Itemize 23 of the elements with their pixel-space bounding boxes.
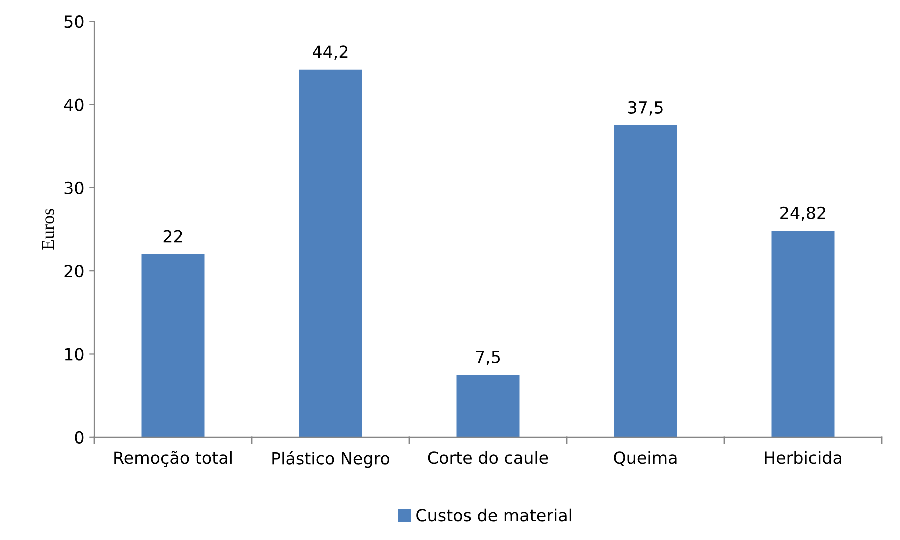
x-tick-label: Corte do caule <box>428 451 548 464</box>
x-tick-label: Plástico Negro <box>272 451 390 468</box>
data-label: 22 <box>164 230 182 243</box>
legend-label: Custos de material <box>416 508 572 522</box>
y-tick-label: 20 <box>64 265 84 278</box>
bar <box>456 375 520 438</box>
data-label: 7,5 <box>476 351 500 366</box>
bar <box>772 230 835 438</box>
y-tick-label: 0 <box>75 431 84 444</box>
data-label: 44,2 <box>313 46 348 60</box>
bar <box>142 254 205 438</box>
data-label: 37,5 <box>628 101 663 116</box>
y-tick-label: 10 <box>65 348 84 361</box>
y-tick-label: 50 <box>64 16 84 28</box>
x-tick-label: Queima <box>614 451 677 466</box>
y-axis-title: Euros <box>42 209 54 250</box>
bar <box>614 126 678 438</box>
x-tick-label: Remoção total <box>114 451 232 468</box>
y-tick-label: 40 <box>64 98 84 112</box>
bar <box>299 70 362 438</box>
x-tick-label: Herbicida <box>765 451 842 464</box>
y-tick-label: 30 <box>64 182 84 194</box>
data-label: 24,82 <box>780 206 826 222</box>
